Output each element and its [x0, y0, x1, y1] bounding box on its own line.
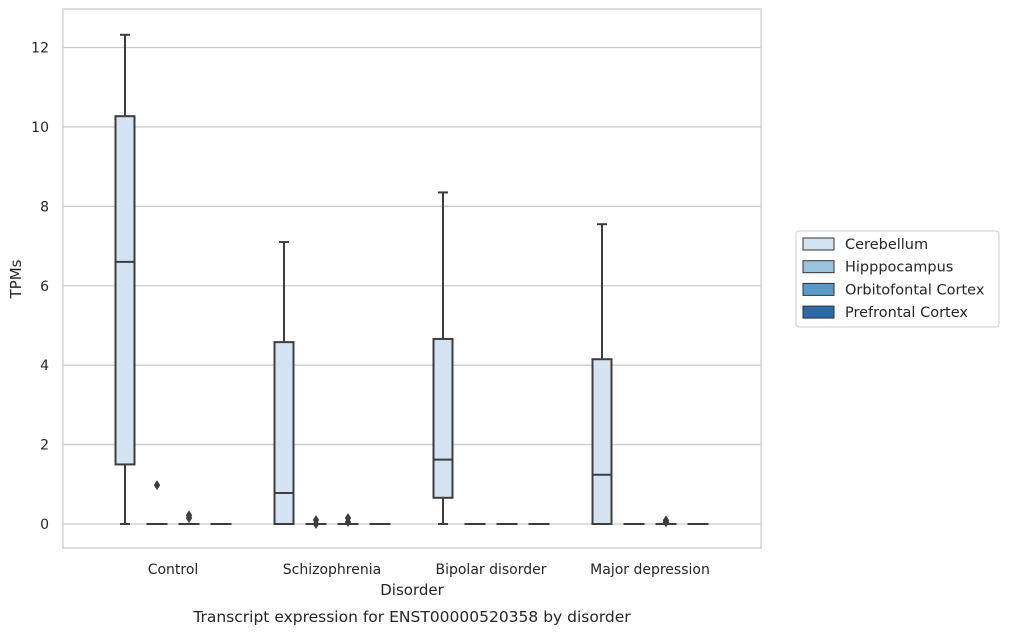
- legend-item: Prefrontal Cortex: [802, 305, 968, 321]
- y-tick-label: 6: [40, 279, 49, 295]
- legend-label: Hipppocampus: [845, 260, 953, 276]
- y-tick-label: 12: [31, 41, 49, 57]
- y-tick-label: 8: [40, 199, 49, 215]
- x-tick-label: Control: [148, 562, 199, 578]
- legend-item: Orbitofontal Cortex: [802, 282, 985, 298]
- box-body: [591, 358, 613, 525]
- chart-caption: Transcript expression for ENST0000052035…: [192, 608, 631, 626]
- box-series: [114, 33, 709, 529]
- series-cerebellum: [114, 33, 613, 525]
- box: [178, 510, 200, 526]
- legend: Cerebellum Hipppocampus Orbitofontal Corte…: [795, 230, 1000, 328]
- y-tick-labels: 0 2 4 6 8 10 12: [31, 41, 49, 534]
- box: [591, 223, 613, 525]
- legend-item: Cerebellum: [802, 237, 928, 253]
- gridlines: [63, 46, 761, 525]
- series-orbitofontal-cortex: [178, 510, 677, 528]
- x-tick-label: Schizophrenia: [283, 562, 381, 578]
- outlier-point: [312, 515, 320, 526]
- outlier-point: [344, 513, 352, 524]
- box-body: [114, 115, 136, 466]
- outlier-point: [185, 510, 193, 521]
- legend-swatch: [802, 260, 835, 274]
- box: [305, 515, 327, 529]
- y-axis-title: TPMs: [7, 259, 25, 299]
- box-body: [273, 341, 295, 525]
- y-tick-label: 0: [40, 517, 49, 533]
- legend-label: Cerebellum: [845, 237, 928, 253]
- legend-frame: [795, 230, 1000, 328]
- box: [114, 33, 136, 525]
- legend-label: Orbitofontal Cortex: [845, 282, 985, 298]
- legend-swatch: [802, 237, 835, 251]
- plot-frame: [62, 8, 762, 549]
- outlier-point: [662, 515, 670, 526]
- box-body: [432, 337, 454, 499]
- box: [146, 480, 168, 526]
- legend-label: Prefrontal Cortex: [845, 305, 968, 321]
- legend-swatch: [802, 282, 835, 296]
- box: [337, 513, 359, 528]
- x-tick-labels: Control Schizophrenia Bipolar disorder Majo…: [148, 562, 710, 578]
- series-hipppocampus: [146, 480, 645, 529]
- outlier-point: [153, 480, 161, 491]
- box: [655, 515, 677, 528]
- box: [273, 241, 295, 525]
- box: [432, 191, 454, 525]
- legend-item: Hipppocampus: [802, 260, 953, 276]
- y-tick-label: 4: [40, 358, 49, 374]
- y-tick-label: 10: [31, 120, 49, 136]
- x-axis-title: Disorder: [380, 581, 444, 599]
- x-tick-label: Major depression: [590, 562, 710, 578]
- y-tick-label: 2: [40, 438, 49, 454]
- x-tick-label: Bipolar disorder: [435, 562, 546, 578]
- legend-swatch: [802, 305, 835, 319]
